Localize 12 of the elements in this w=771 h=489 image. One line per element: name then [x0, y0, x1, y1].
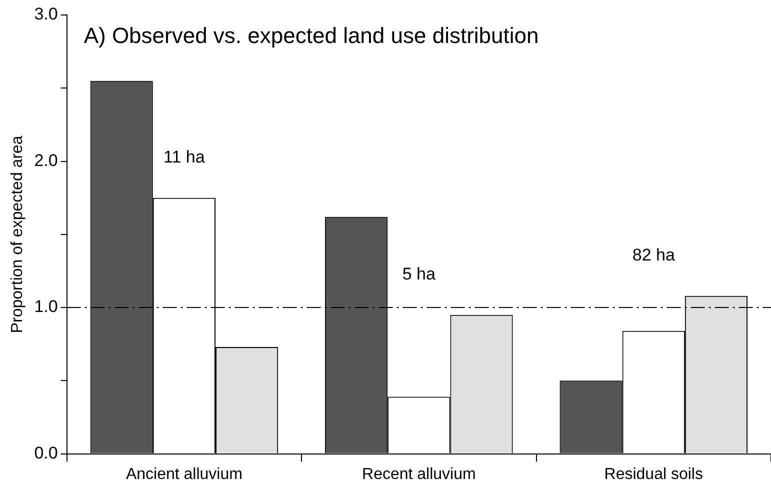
x-tick-label: Residual soils [604, 466, 703, 483]
y-tick-label: 2.0 [34, 150, 58, 170]
annotation: 11 ha [164, 148, 206, 167]
y-tick-label: 1.0 [34, 297, 58, 316]
y-axis-title: Proportion of expected area [9, 136, 26, 334]
y-tick-label: 0.0 [34, 443, 58, 462]
annotation: 82 ha [632, 246, 676, 265]
x-tick-label: Recent alluvium [362, 466, 476, 483]
y-tick-label: 3.0 [34, 4, 58, 24]
annotation: 5 ha [402, 264, 436, 284]
chart-title: A) Observed vs. expected land use distribution [84, 23, 539, 48]
x-tick-label: Ancient alluvium [126, 466, 242, 483]
